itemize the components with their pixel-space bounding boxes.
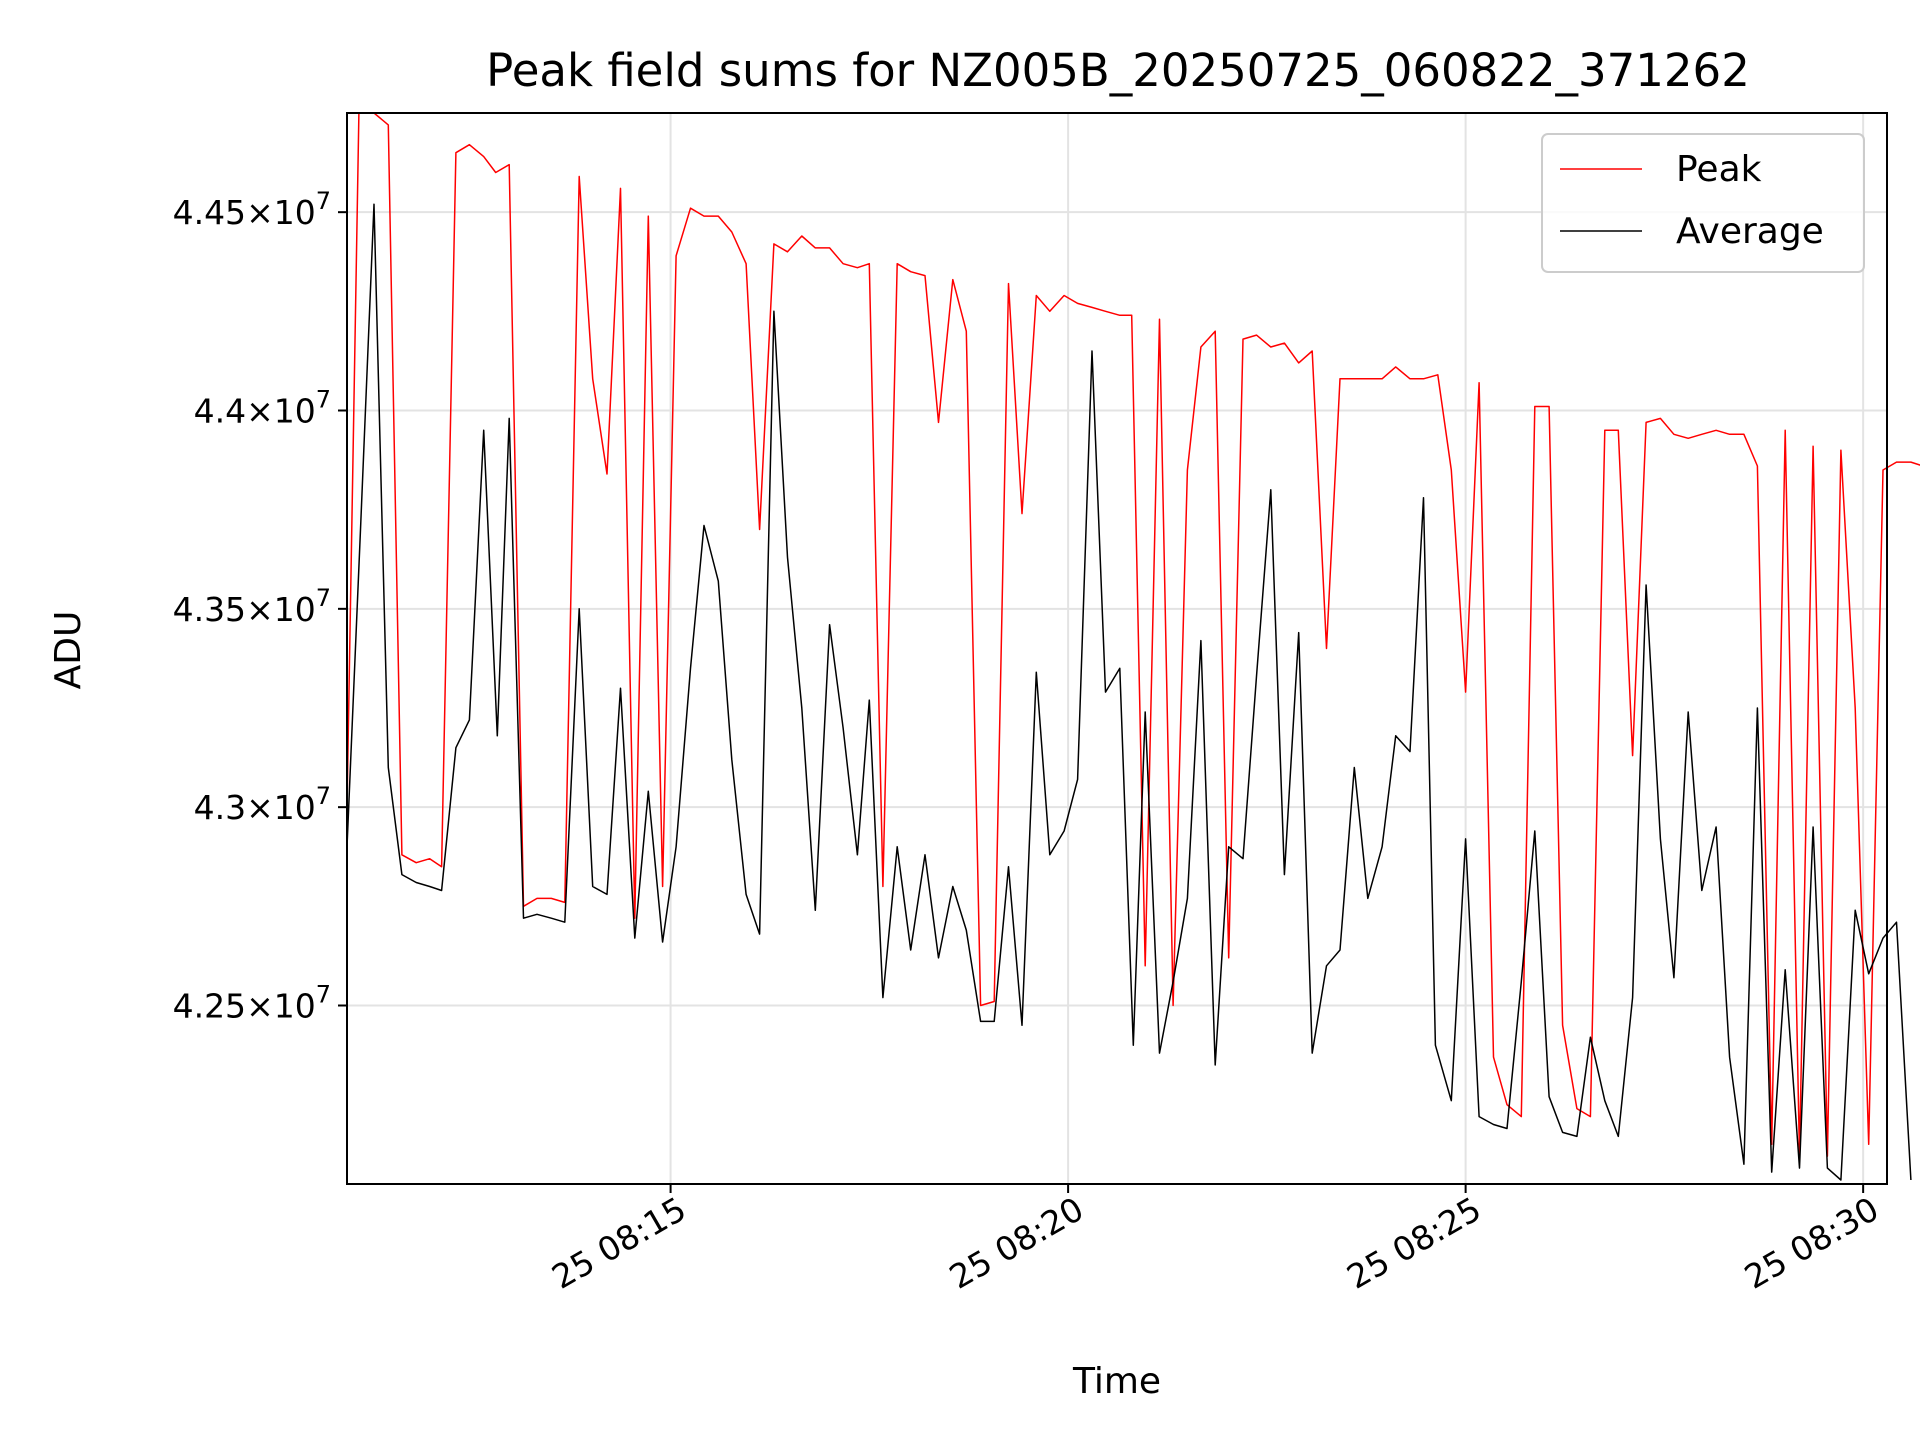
y-tick-multiplier: ×10 bbox=[246, 987, 316, 1026]
x-tick-label: 25 08:30 bbox=[1738, 1189, 1885, 1297]
y-tick-label: 4.45×107 bbox=[173, 187, 331, 232]
plot-area bbox=[346, 112, 1920, 1181]
x-tick-label: 25 08:25 bbox=[1340, 1189, 1487, 1297]
y-tick-label: 4.4×107 bbox=[194, 386, 331, 431]
y-tick-exponent: 7 bbox=[316, 981, 331, 1009]
y-tick-label: 4.3×107 bbox=[194, 782, 331, 827]
legend-label-average: Average bbox=[1676, 211, 1824, 252]
x-axis-label: Time bbox=[1072, 1361, 1161, 1402]
y-tick-multiplier: ×10 bbox=[246, 590, 316, 629]
plot-frame bbox=[346, 112, 1888, 1185]
y-tick-multiplier: ×10 bbox=[246, 392, 316, 431]
y-tick-multiplier: ×10 bbox=[246, 788, 316, 827]
y-axis-label: ADU bbox=[48, 611, 89, 690]
y-tick-multiplier: ×10 bbox=[246, 193, 316, 232]
series-line-peak bbox=[346, 112, 1920, 1157]
y-tick-exponent: 7 bbox=[316, 386, 331, 414]
y-tick-exponent: 7 bbox=[316, 187, 331, 215]
y-tick-mantissa: 4.45 bbox=[173, 193, 246, 232]
grid bbox=[347, 113, 1887, 1184]
y-tick-mantissa: 4.4 bbox=[194, 392, 246, 431]
x-tick-label: 25 08:20 bbox=[943, 1189, 1090, 1297]
y-tick-exponent: 7 bbox=[316, 584, 331, 612]
legend: Peak Average bbox=[1541, 133, 1865, 273]
y-tick-mantissa: 4.3 bbox=[194, 788, 246, 827]
series-line-average bbox=[346, 203, 1912, 1181]
y-tick-exponent: 7 bbox=[316, 782, 331, 810]
y-tick-mantissa: 4.25 bbox=[173, 987, 246, 1026]
chart-title: Peak field sums for NZ005B_20250725_0608… bbox=[486, 44, 1750, 97]
y-tick-label: 4.25×107 bbox=[173, 981, 331, 1026]
y-tick-label: 4.35×107 bbox=[173, 584, 331, 629]
y-tick-mantissa: 4.35 bbox=[173, 590, 246, 629]
x-tick-label: 25 08:15 bbox=[545, 1189, 692, 1297]
legend-label-peak: Peak bbox=[1676, 149, 1762, 190]
x-axis: 25 08:15 25 08:20 25 08:25 25 08:30 bbox=[545, 1184, 1885, 1297]
